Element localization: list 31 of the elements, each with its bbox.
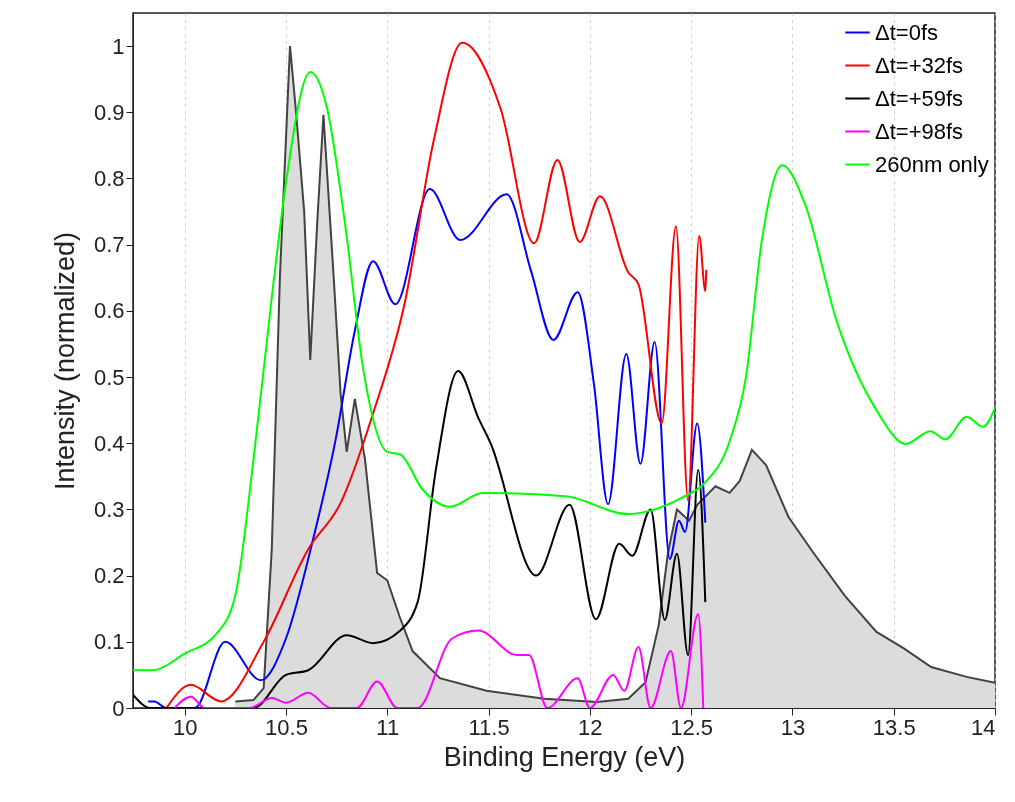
y-tick-label: 0.3 (93, 496, 125, 522)
y-tick-label: 0.6 (93, 298, 125, 324)
x-axis-title: Binding Energy (eV) (443, 741, 686, 772)
legend-label: Δt=+32fs (875, 52, 964, 78)
x-tick-label: 12 (578, 714, 603, 740)
y-tick-label: 0.5 (93, 364, 125, 390)
legend-label: Δt=+98fs (875, 118, 964, 144)
x-tick-label: 13.5 (872, 714, 916, 740)
y-tick-label: 0.1 (93, 629, 125, 655)
legend-label: Δt=+59fs (875, 85, 964, 111)
x-tick-label: 11.5 (468, 714, 510, 740)
legend-label: Δt=0fs (875, 19, 939, 45)
y-tick-label: 0.9 (93, 99, 125, 125)
line-series (173, 613, 705, 708)
y-axis-title: Intensity (normalized) (49, 231, 80, 491)
y-tick-label: 0 (112, 695, 125, 721)
x-tick-label: 10 (172, 714, 198, 740)
y-tick-label: 0.8 (93, 165, 125, 191)
x-tick-label: 14 (971, 714, 996, 740)
line-series (133, 370, 707, 708)
y-tick-label: 0.2 (93, 563, 125, 589)
x-tick-label: 10.5 (265, 714, 308, 740)
x-tick-label: 13 (780, 714, 806, 740)
line-series (147, 188, 707, 708)
x-tick-label: 11 (376, 714, 400, 740)
y-tick-label: 0.7 (93, 232, 125, 258)
x-tick-label: 12.5 (670, 714, 714, 740)
line-series (165, 41, 708, 708)
y-tick-label: 1 (112, 33, 125, 59)
y-tick-label: 0.4 (93, 430, 125, 456)
legend-label: 260nm only (875, 151, 989, 177)
